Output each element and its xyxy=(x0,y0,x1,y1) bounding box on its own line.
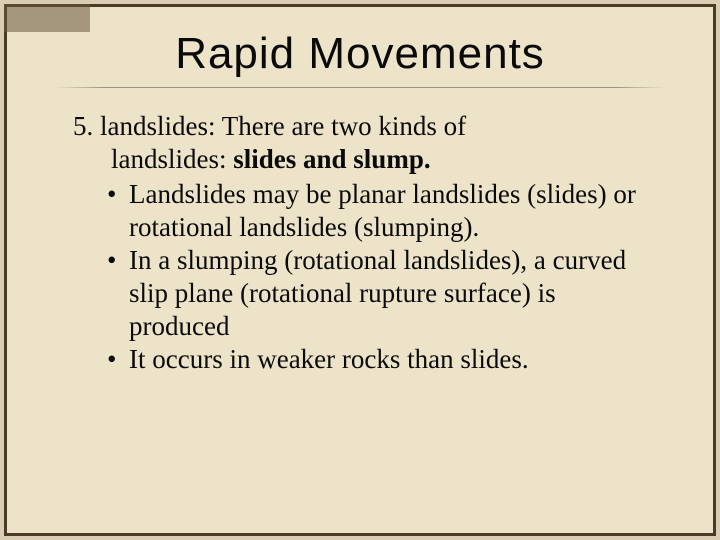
list-item: It occurs in weaker rocks than slides. xyxy=(107,343,651,376)
slide-content: 5. landslides: There are two kinds of la… xyxy=(51,110,669,376)
intro-line: 5. landslides: There are two kinds of la… xyxy=(75,110,651,176)
list-item: Landslides may be planar landslides (sli… xyxy=(107,178,651,244)
bullet-text: Landslides may be planar landslides (sli… xyxy=(129,179,636,242)
bullet-text: It occurs in weaker rocks than slides. xyxy=(129,344,529,374)
intro-line2-plain: landslides: xyxy=(111,144,233,174)
slide-title: Rapid Movements xyxy=(51,29,669,79)
intro-line2: landslides: slides and slump. xyxy=(113,143,651,176)
intro-line2-bold: slides and slump. xyxy=(233,144,430,174)
bullet-text: In a slumping (rotational landslides), a… xyxy=(129,245,626,341)
corner-overlay xyxy=(4,4,90,32)
slide-frame: Rapid Movements 5. landslides: There are… xyxy=(4,4,716,536)
bullet-list: Landslides may be planar landslides (sli… xyxy=(107,178,651,376)
intro-lead: 5. landslides: There are two kinds of xyxy=(73,111,466,141)
slide-inner: Rapid Movements 5. landslides: There are… xyxy=(7,7,713,396)
list-item: In a slumping (rotational landslides), a… xyxy=(107,244,651,343)
title-underline xyxy=(55,87,665,88)
